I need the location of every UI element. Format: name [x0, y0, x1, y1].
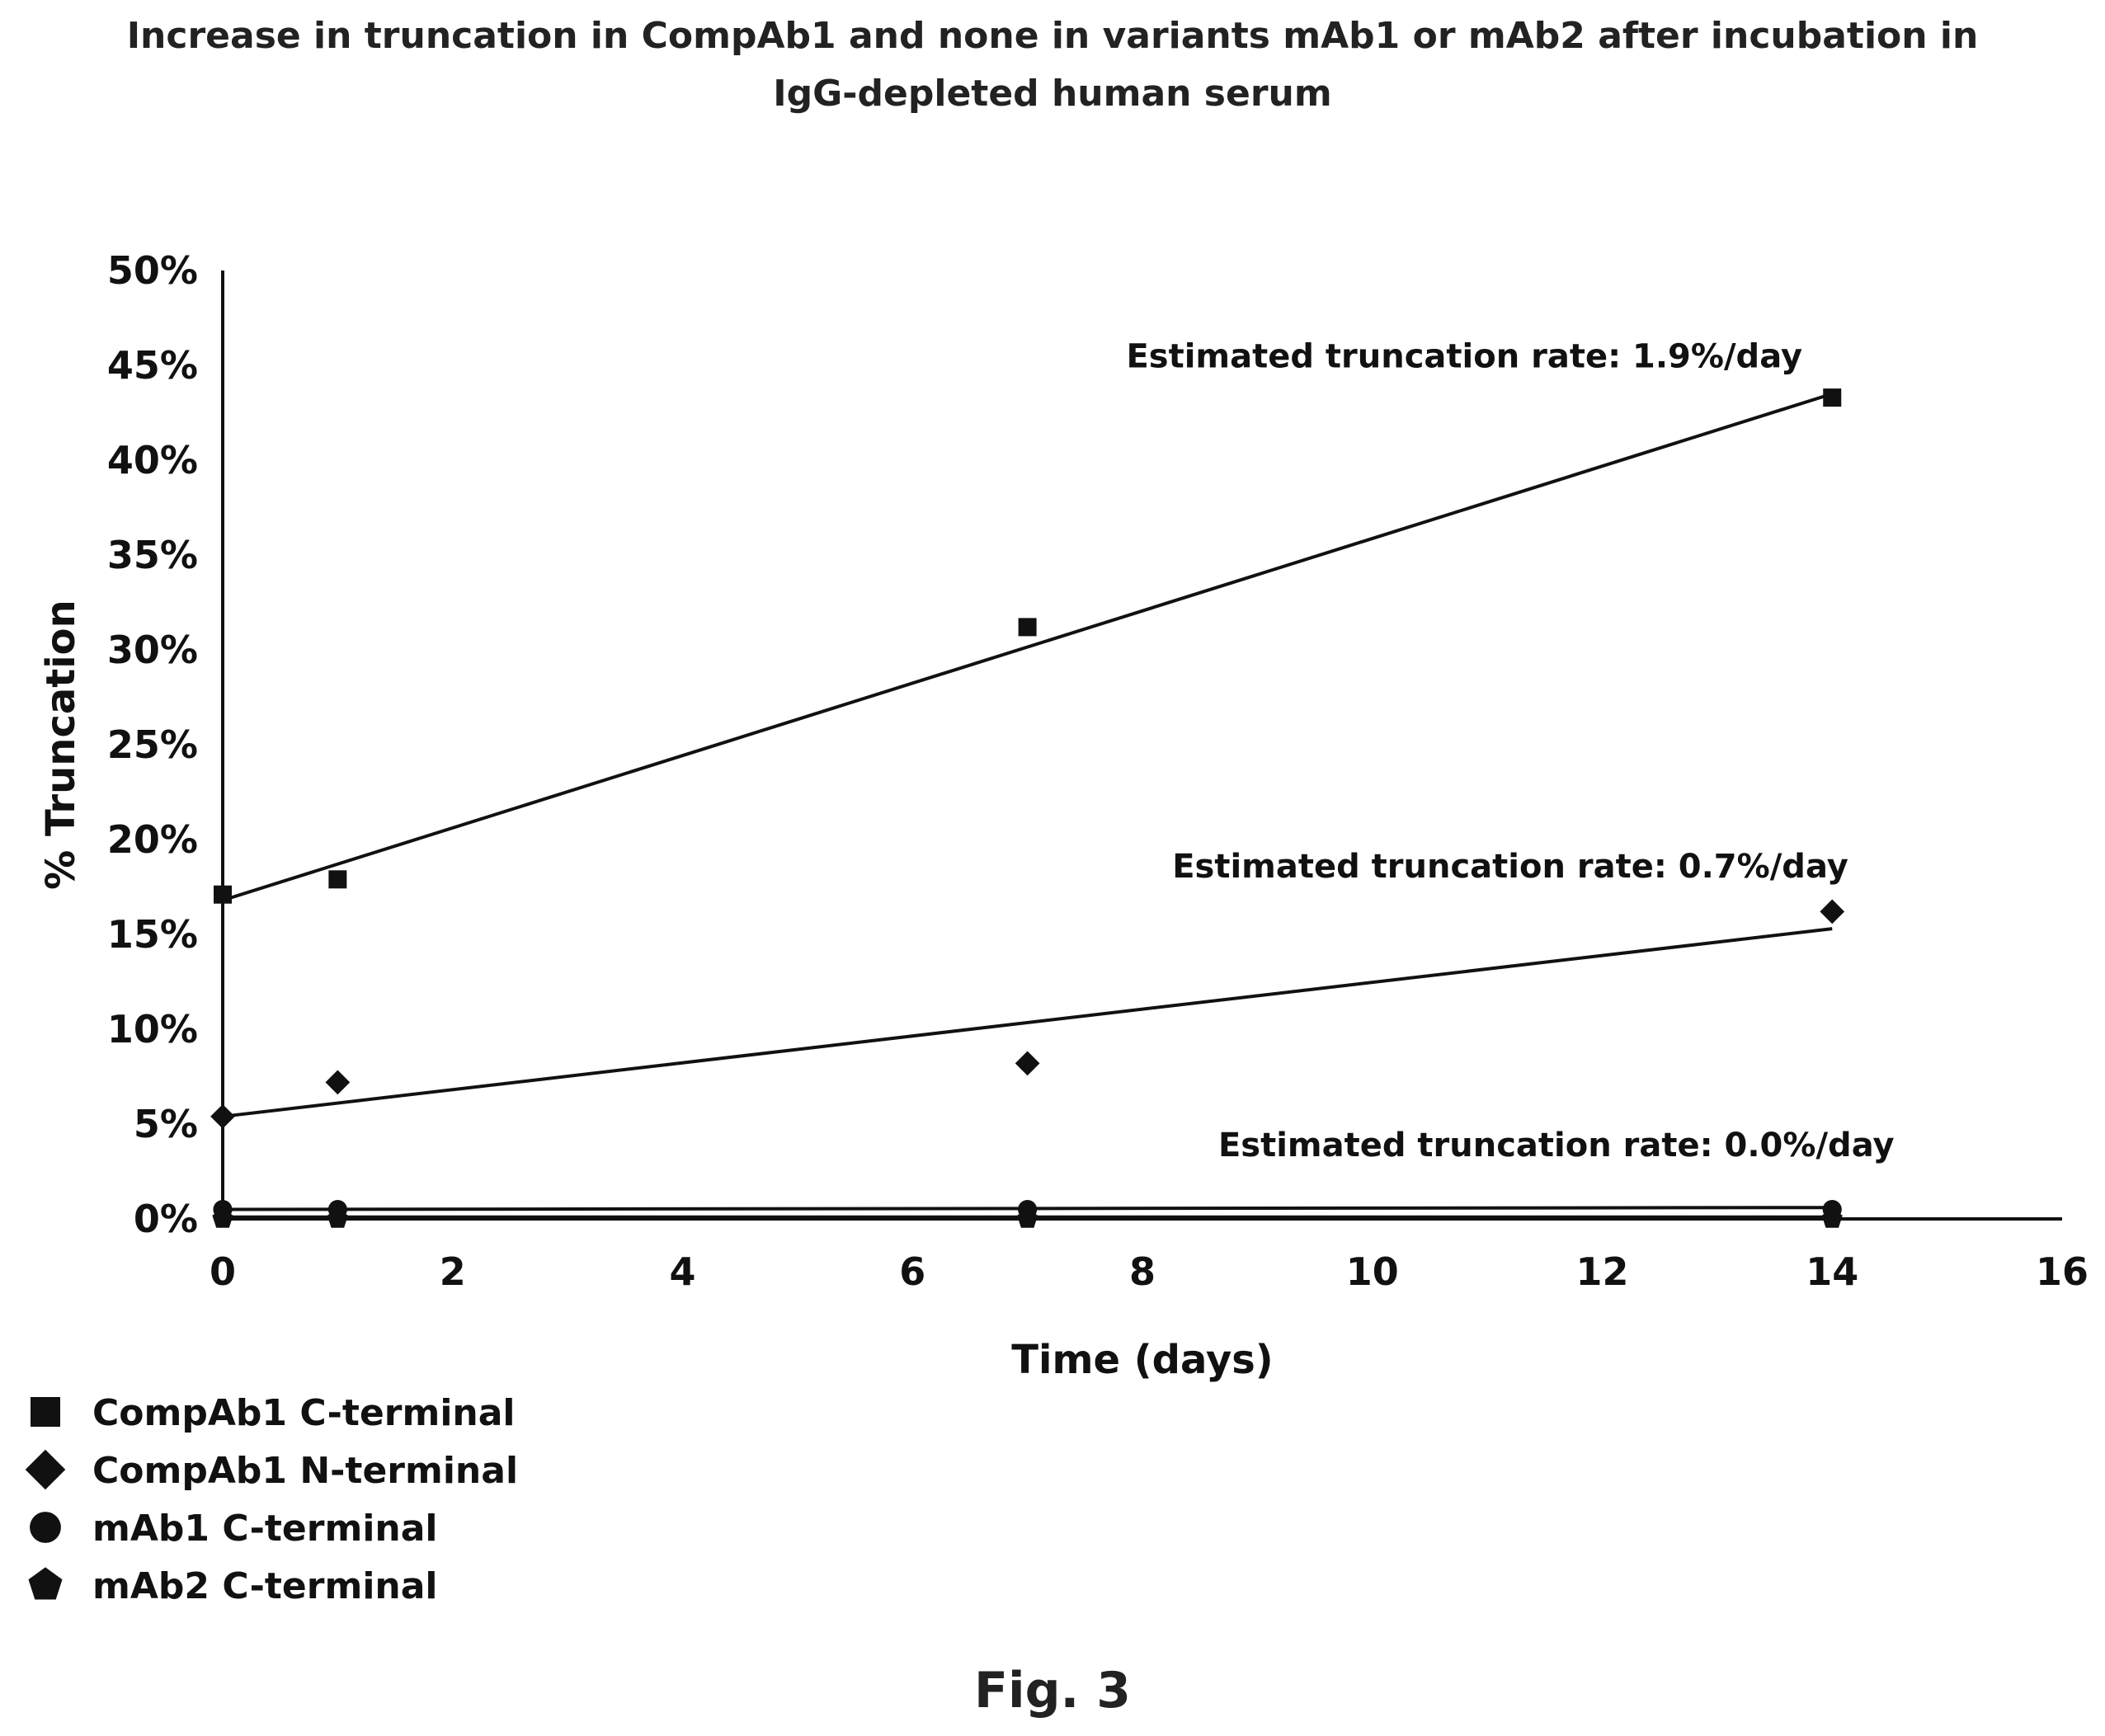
rate-annotations: Estimated truncation rate: 1.9%/day Estim…	[1126, 337, 1894, 1164]
point-compab1-n-terminal	[1820, 899, 1845, 924]
rate-annotation: Estimated truncation rate: 0.0%/day	[1218, 1127, 1895, 1164]
point-compab1-c-terminal	[1018, 618, 1037, 637]
point-mab2-c-terminal	[327, 1207, 348, 1228]
x-tick-label: 14	[1806, 1249, 1858, 1294]
x-tick-label: 10	[1346, 1249, 1399, 1294]
rate-annotation: Estimated truncation rate: 1.9%/day	[1126, 337, 1802, 375]
x-tick-label: 4	[669, 1249, 695, 1294]
y-tick-label: 35%	[107, 533, 198, 577]
legend-marker-mab2-c-terminal	[28, 1567, 63, 1600]
chart-title: Increase in truncation in CompAb1 and no…	[127, 15, 1979, 115]
legend-label-compab1-n-terminal: CompAb1 N-terminal	[92, 1450, 518, 1492]
point-compab1-n-terminal	[210, 1103, 235, 1129]
y-tick-label: 0%	[134, 1197, 198, 1241]
figure-caption: Fig. 3	[974, 1662, 1131, 1720]
legend: CompAb1 C-terminal CompAb1 N-terminal mAb1…	[25, 1392, 518, 1607]
rate-annotation: Estimated truncation rate: 0.7%/day	[1172, 848, 1848, 886]
trend-line-compab1-c-terminal	[222, 392, 1833, 902]
y-tick-label: 30%	[107, 628, 198, 672]
x-tick-labels: 0 2 4 6 8 10 12 14 16	[210, 1249, 2089, 1294]
point-compab1-c-terminal	[328, 870, 347, 889]
x-axis-title: Time (days)	[1011, 1337, 1273, 1383]
data-markers	[210, 388, 1845, 1228]
point-mab2-c-terminal	[212, 1207, 233, 1228]
legend-label-compab1-c-terminal: CompAb1 C-terminal	[92, 1392, 516, 1434]
x-tick-label: 16	[2036, 1249, 2089, 1294]
legend-label-mab1-c-terminal: mAb1 C-terminal	[92, 1508, 438, 1550]
point-compab1-c-terminal	[214, 885, 232, 904]
y-tick-label: 5%	[134, 1102, 198, 1146]
point-compab1-n-terminal	[325, 1070, 351, 1095]
trend-lines	[222, 392, 1833, 1219]
trend-line-compab1-n-terminal	[222, 927, 1833, 1118]
legend-marker-compab1-n-terminal	[25, 1449, 66, 1490]
x-tick-label: 12	[1575, 1249, 1628, 1294]
x-tick-label: 2	[440, 1249, 466, 1294]
legend-marker-compab1-c-terminal	[31, 1397, 60, 1427]
point-compab1-c-terminal	[1823, 388, 1842, 407]
y-tick-label: 40%	[107, 438, 198, 482]
x-tick-label: 6	[899, 1249, 925, 1294]
point-compab1-n-terminal	[1015, 1051, 1040, 1076]
y-tick-label: 50%	[107, 248, 198, 293]
x-tick-label: 8	[1129, 1249, 1156, 1294]
y-axis-title: % Truncation	[38, 600, 84, 890]
y-tick-label: 45%	[107, 343, 198, 388]
y-tick-label: 10%	[107, 1007, 198, 1051]
y-tick-label: 20%	[107, 817, 198, 862]
y-tick-label: 15%	[107, 912, 198, 957]
x-axis: 0 2 4 6 8 10 12 14 16 Time (days)	[210, 1217, 2089, 1383]
point-mab2-c-terminal	[1017, 1207, 1038, 1228]
legend-label-mab2-c-terminal: mAb2 C-terminal	[92, 1565, 438, 1607]
y-axis: 0% 5% 10% 15% 20% 25% 30% 35% 40% 45% 50% % Trunca…	[38, 248, 224, 1241]
x-tick-label: 0	[210, 1249, 236, 1294]
chart-title-line-1: Increase in truncation in CompAb1 and no…	[127, 15, 1979, 57]
y-tick-labels: 0% 5% 10% 15% 20% 25% 30% 35% 40% 45% 50%	[107, 248, 198, 1241]
legend-marker-mab1-c-terminal	[30, 1512, 61, 1543]
point-mab2-c-terminal	[1821, 1207, 1843, 1228]
chart-title-line-2: IgG-depleted human serum	[773, 73, 1331, 115]
y-tick-label: 25%	[107, 722, 198, 767]
